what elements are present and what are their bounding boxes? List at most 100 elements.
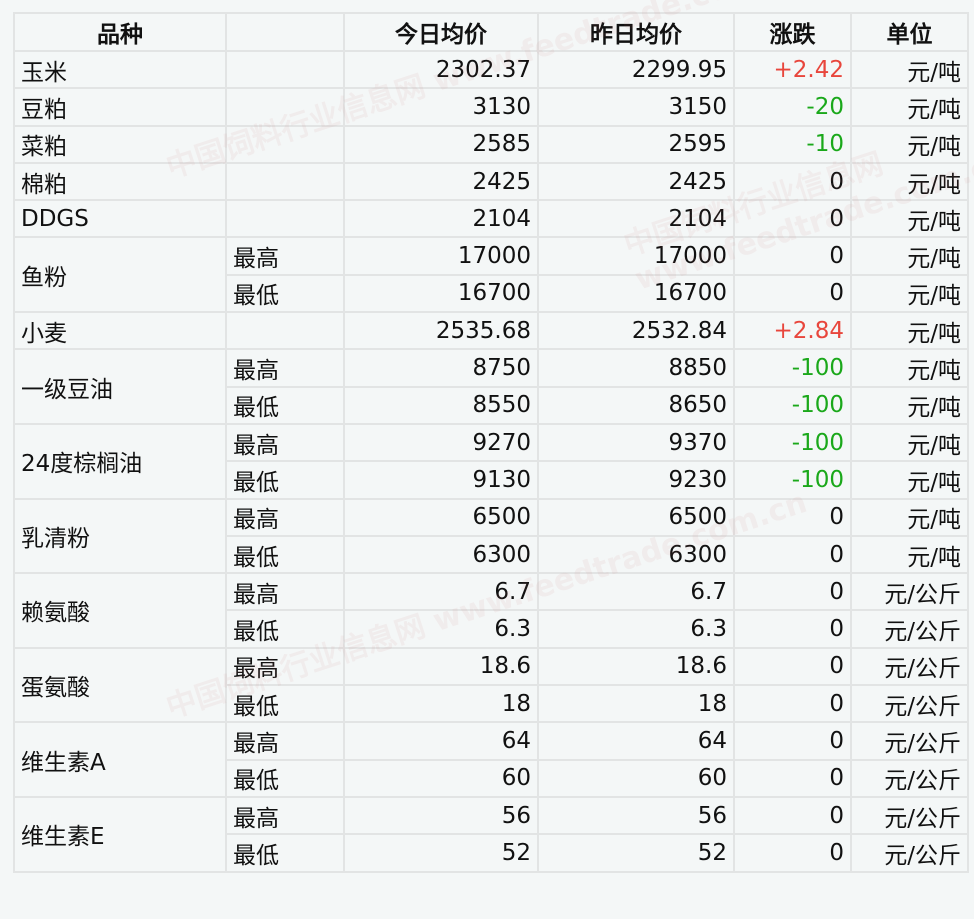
change-value: 0 <box>733 758 852 798</box>
yesterday-price: 16700 <box>537 273 735 314</box>
table-row: 玉米 2302.37 2299.95 +2.42 元/吨 <box>13 49 969 90</box>
change-value: 0 <box>733 833 852 873</box>
sub-cell: 最高 <box>225 795 345 836</box>
today-price: 2585 <box>343 124 539 164</box>
today-price: 3130 <box>343 87 539 127</box>
table-header: 品种 今日均价 昨日均价 涨跌 单位 <box>13 12 969 52</box>
price-table: 品种 今日均价 昨日均价 涨跌 单位 玉米 2302.37 2299.95 +2.42… <box>13 12 969 873</box>
unit-cell: 元/吨 <box>850 497 969 537</box>
sub-cell: 最低 <box>225 385 345 425</box>
sub-cell: 最低 <box>225 273 345 314</box>
today-price: 6.7 <box>343 572 539 612</box>
sub-cell <box>225 87 345 127</box>
today-price: 2104 <box>343 199 539 239</box>
sub-cell: 最低 <box>225 758 345 798</box>
variety-cell: 乳清粉 <box>13 497 227 575</box>
yesterday-price: 3150 <box>537 87 735 127</box>
variety-cell: 蛋氨酸 <box>13 646 227 724</box>
yesterday-price: 17000 <box>537 236 735 276</box>
today-price: 52 <box>343 833 539 873</box>
table-row: 24度棕榈油 最高 9270 9370 -100 元/吨 <box>13 422 969 500</box>
variety-cell: 豆粕 <box>13 87 227 127</box>
today-price: 2535.68 <box>343 311 539 351</box>
today-price: 18 <box>343 684 539 724</box>
yesterday-price: 52 <box>537 833 735 873</box>
unit-cell: 元/公斤 <box>850 795 969 836</box>
table-row: 最低 18 18 0 元/公斤 <box>14 684 969 724</box>
table-row: 豆粕 3130 3150 -20 元/吨 <box>13 87 969 127</box>
yesterday-price: 18 <box>537 684 735 724</box>
sub-cell: 最低 <box>225 609 345 649</box>
variety-cell: 24度棕榈油 <box>13 422 227 500</box>
table-row: 最低 6.3 6.3 0 元/公斤 <box>14 609 969 649</box>
variety-cell: 一级豆油 <box>13 348 227 425</box>
change-value: -20 <box>733 87 852 127</box>
header-change: 涨跌 <box>733 12 852 52</box>
yesterday-price: 60 <box>537 758 735 798</box>
yesterday-price: 6.3 <box>537 609 735 649</box>
table-row: 最低 16700 16700 0 元/吨 <box>14 273 969 314</box>
yesterday-price: 6.7 <box>537 572 735 612</box>
table-row: 一级豆油 最高 8750 8850 -100 元/吨 <box>13 348 969 425</box>
table-row: 蛋氨酸 最高 18.6 18.6 0 元/公斤 <box>13 646 969 724</box>
today-price: 17000 <box>343 236 539 276</box>
change-value: 0 <box>733 161 852 202</box>
variety-cell: 小麦 <box>13 311 227 351</box>
change-value: -100 <box>733 385 852 425</box>
unit-cell: 元/公斤 <box>850 758 969 798</box>
unit-cell: 元/吨 <box>850 161 969 202</box>
unit-cell: 元/吨 <box>850 87 969 127</box>
sub-cell: 最高 <box>225 646 345 687</box>
unit-cell: 元/公斤 <box>850 684 969 724</box>
today-price: 64 <box>343 721 539 761</box>
today-price: 9130 <box>343 460 539 500</box>
sub-cell <box>225 311 345 351</box>
table-row: 最低 6300 6300 0 元/吨 <box>14 534 969 575</box>
yesterday-price: 64 <box>537 721 735 761</box>
yesterday-price: 9230 <box>537 460 735 500</box>
unit-cell: 元/公斤 <box>850 609 969 649</box>
yesterday-price: 6300 <box>537 534 735 575</box>
unit-cell: 元/吨 <box>850 348 969 388</box>
table-row: 维生素E 最高 56 56 0 元/公斤 <box>13 795 969 873</box>
today-price: 9270 <box>343 422 539 463</box>
today-price: 8750 <box>343 348 539 388</box>
table-row: 棉粕 2425 2425 0 元/吨 <box>13 161 969 202</box>
change-value: -10 <box>733 124 852 164</box>
unit-cell: 元/吨 <box>850 273 969 314</box>
variety-cell: 玉米 <box>13 49 227 90</box>
yesterday-price: 2299.95 <box>537 49 735 90</box>
sub-cell <box>225 199 345 239</box>
sub-cell: 最低 <box>225 833 345 873</box>
header-unit: 单位 <box>850 12 969 52</box>
sub-cell: 最高 <box>225 572 345 612</box>
change-value: 0 <box>733 721 852 761</box>
unit-cell: 元/吨 <box>850 236 969 276</box>
unit-cell: 元/公斤 <box>850 833 969 873</box>
yesterday-price: 2595 <box>537 124 735 164</box>
table-row: 最低 9130 9230 -100 元/吨 <box>14 460 969 500</box>
sub-cell: 最低 <box>225 534 345 575</box>
change-value: 0 <box>733 273 852 314</box>
today-price: 60 <box>343 758 539 798</box>
yesterday-price: 56 <box>537 795 735 836</box>
change-value: +2.42 <box>733 49 852 90</box>
variety-cell: DDGS <box>13 199 227 239</box>
today-price: 2302.37 <box>343 49 539 90</box>
variety-cell: 棉粕 <box>13 161 227 202</box>
sub-cell: 最低 <box>225 684 345 724</box>
table-row: 赖氨酸 最高 6.7 6.7 0 元/公斤 <box>13 572 969 649</box>
today-price: 56 <box>343 795 539 836</box>
today-price: 8550 <box>343 385 539 425</box>
header-variety: 品种 <box>13 12 227 52</box>
unit-cell: 元/吨 <box>850 422 969 463</box>
table-row: 最低 52 52 0 元/公斤 <box>14 833 969 873</box>
table-row: 最低 60 60 0 元/公斤 <box>14 758 969 798</box>
sub-cell: 最高 <box>225 497 345 537</box>
unit-cell: 元/公斤 <box>850 721 969 761</box>
yesterday-price: 2532.84 <box>537 311 735 351</box>
change-value: -100 <box>733 460 852 500</box>
today-price: 16700 <box>343 273 539 314</box>
sub-cell: 最高 <box>225 348 345 388</box>
unit-cell: 元/公斤 <box>850 646 969 687</box>
